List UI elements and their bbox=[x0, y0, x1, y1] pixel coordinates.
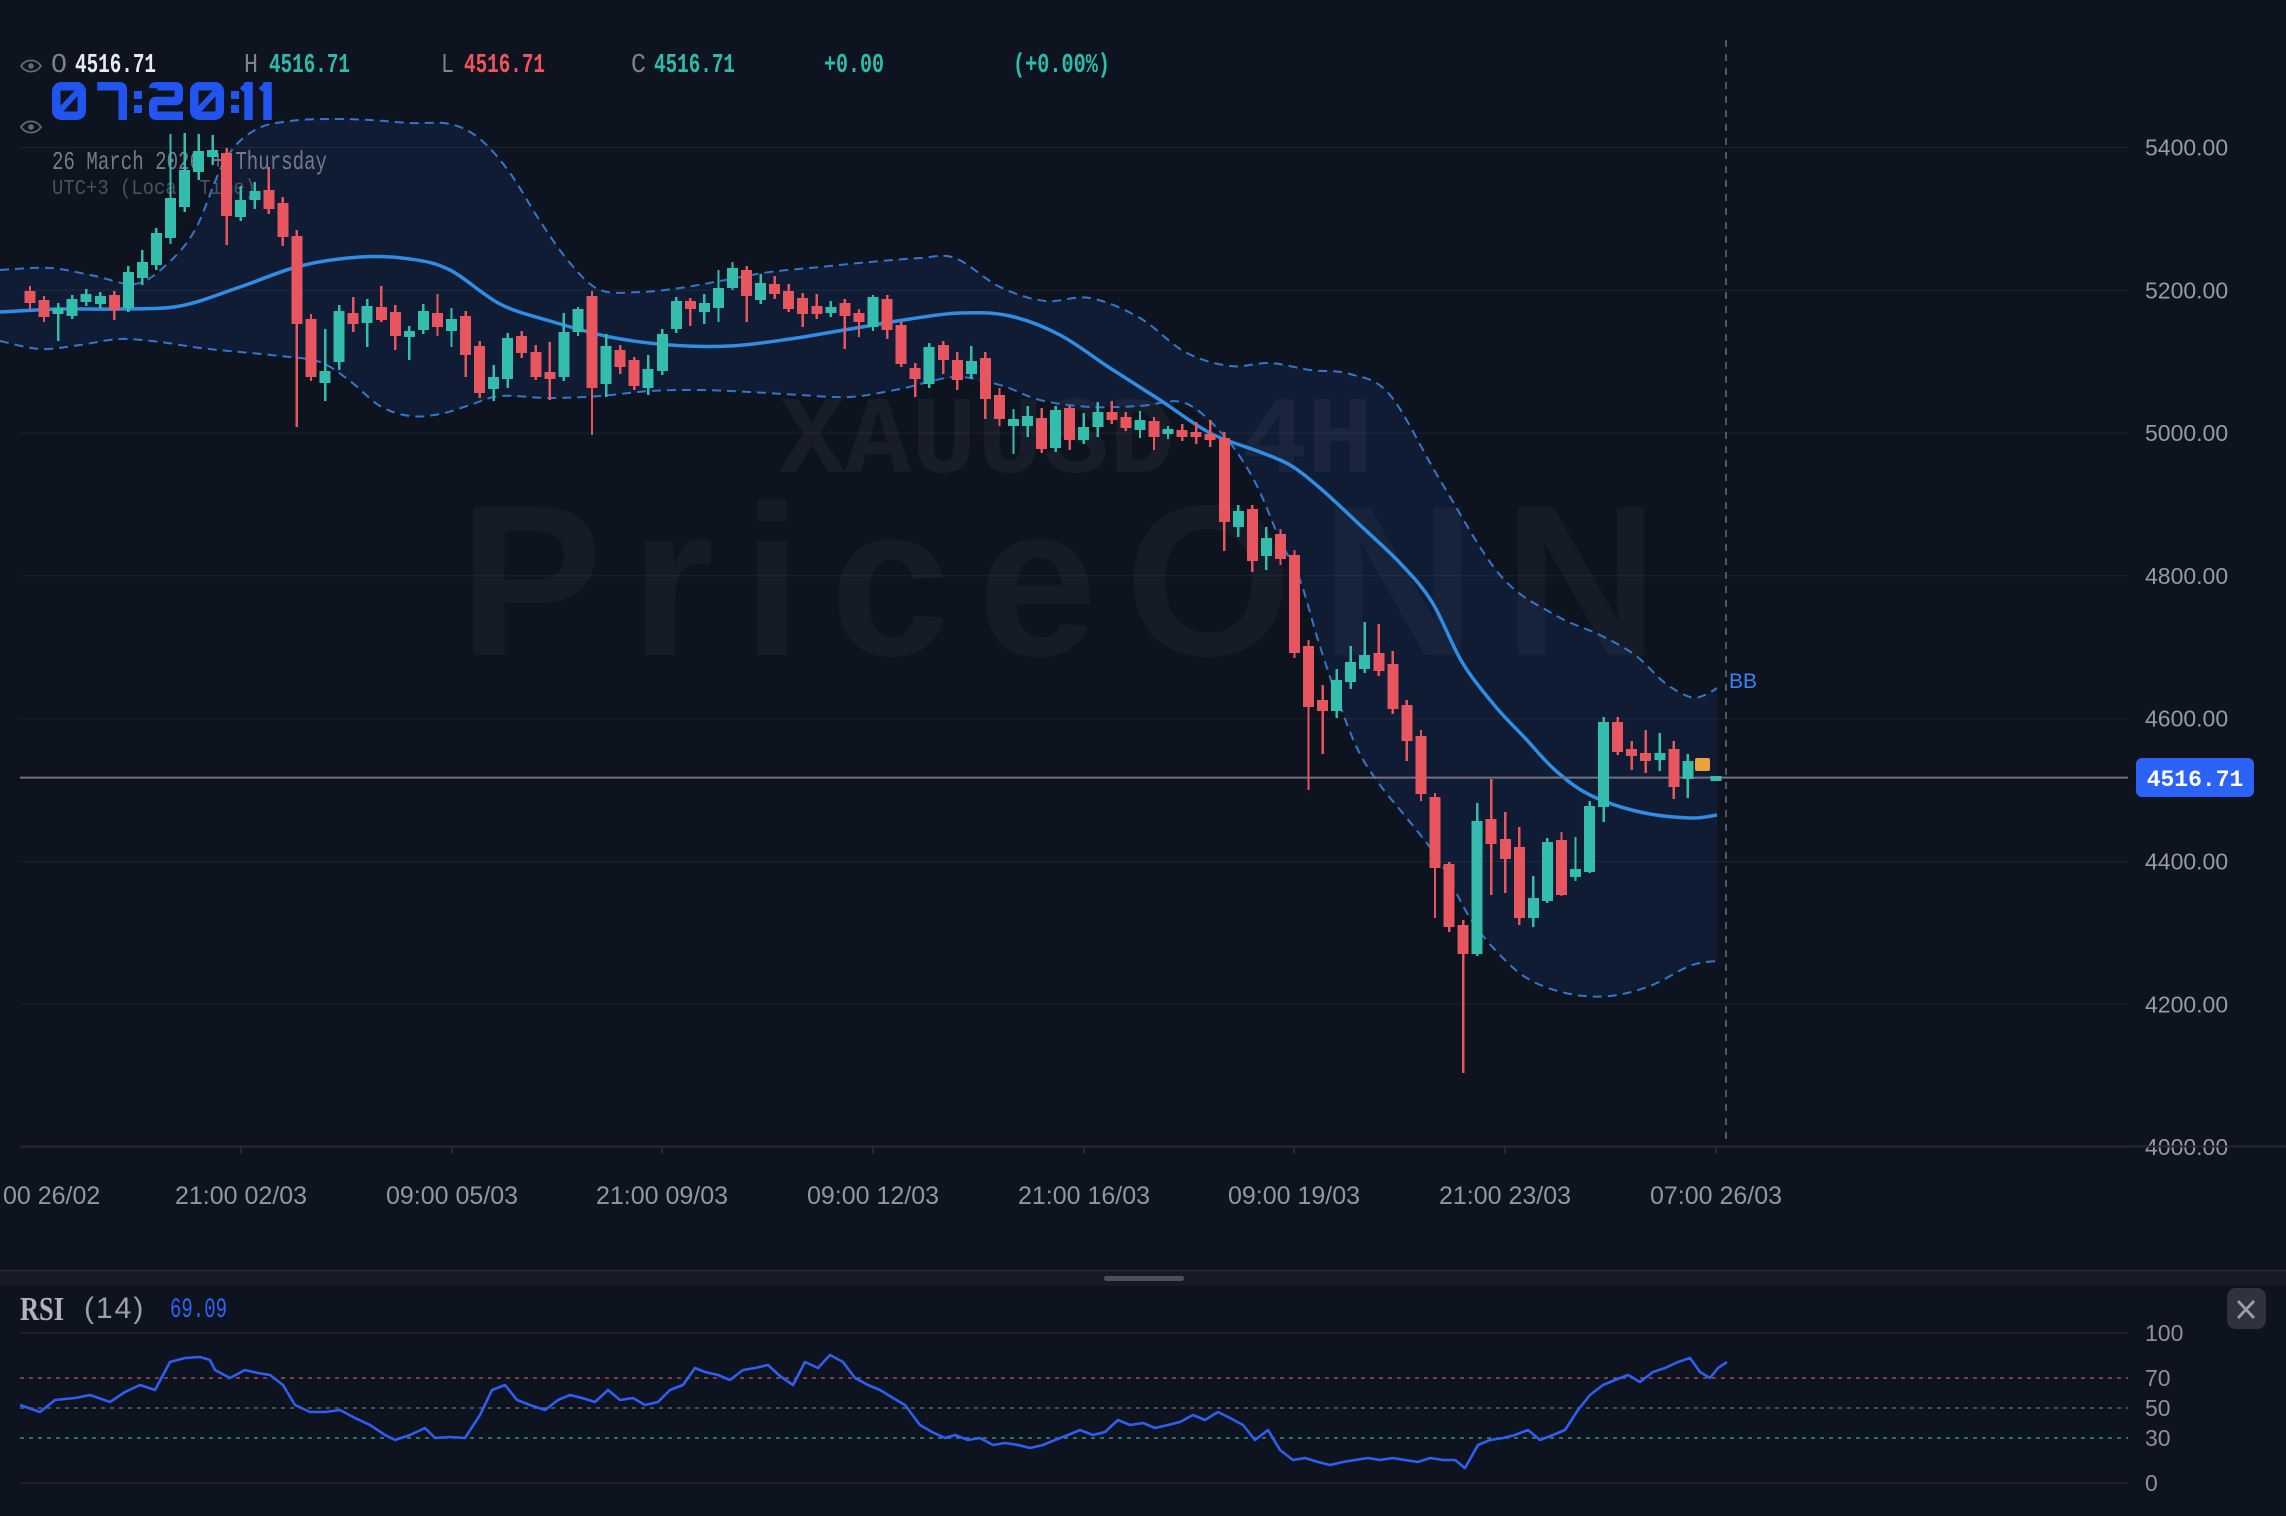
svg-text:50: 50 bbox=[2145, 1395, 2171, 1421]
svg-text:+0.00: +0.00 bbox=[824, 51, 884, 81]
svg-text:4516.71: 4516.71 bbox=[654, 51, 735, 81]
svg-text:4516.71: 4516.71 bbox=[2147, 767, 2244, 793]
svg-text:21:00 16/03: 21:00 16/03 bbox=[1018, 1182, 1150, 1210]
svg-text:O: O bbox=[51, 51, 67, 81]
svg-text:L: L bbox=[441, 51, 454, 81]
svg-text:09:00 19/03: 09:00 19/03 bbox=[1228, 1182, 1360, 1210]
svg-text:09:00 12/03: 09:00 12/03 bbox=[807, 1182, 939, 1210]
svg-text:5400.00: 5400.00 bbox=[2145, 135, 2228, 161]
svg-text:00 26/02: 00 26/02 bbox=[3, 1182, 100, 1210]
svg-text:H: H bbox=[244, 51, 258, 81]
svg-text:4516.71: 4516.71 bbox=[75, 51, 156, 81]
svg-text:RSI: RSI bbox=[20, 1291, 64, 1328]
svg-text:21:00 02/03: 21:00 02/03 bbox=[175, 1182, 307, 1210]
svg-text:0: 0 bbox=[2145, 1470, 2158, 1496]
svg-text:(14): (14) bbox=[84, 1292, 145, 1325]
svg-text:4600.00: 4600.00 bbox=[2145, 706, 2228, 732]
svg-text:69.09: 69.09 bbox=[170, 1295, 227, 1326]
svg-text:4516.71: 4516.71 bbox=[464, 51, 545, 81]
svg-text:PriceONN: PriceONN bbox=[459, 460, 1687, 701]
svg-text:BB: BB bbox=[1729, 670, 1757, 693]
svg-text:4400.00: 4400.00 bbox=[2145, 849, 2228, 875]
svg-text:21:00 09/03: 21:00 09/03 bbox=[596, 1182, 728, 1210]
svg-text:(+0.00%): (+0.00%) bbox=[1013, 51, 1110, 81]
svg-text:UTC+3 (Local Time): UTC+3 (Local Time) bbox=[52, 178, 256, 201]
svg-text:30: 30 bbox=[2145, 1425, 2171, 1451]
svg-text:5200.00: 5200.00 bbox=[2145, 277, 2228, 303]
svg-text:4516.71: 4516.71 bbox=[269, 51, 350, 81]
svg-text:C: C bbox=[631, 51, 646, 81]
svg-text:21:00 23/03: 21:00 23/03 bbox=[1439, 1182, 1571, 1210]
svg-text:09:00 05/03: 09:00 05/03 bbox=[386, 1182, 518, 1210]
svg-text:4200.00: 4200.00 bbox=[2145, 991, 2228, 1017]
svg-text:70: 70 bbox=[2145, 1365, 2171, 1391]
svg-text:07:00 26/03: 07:00 26/03 bbox=[1650, 1182, 1782, 1210]
svg-text:4800.00: 4800.00 bbox=[2145, 563, 2228, 589]
svg-text:5000.00: 5000.00 bbox=[2145, 420, 2228, 446]
svg-text:XAUUSD 4H: XAUUSD 4H bbox=[779, 381, 1373, 506]
svg-text:100: 100 bbox=[2145, 1320, 2183, 1346]
